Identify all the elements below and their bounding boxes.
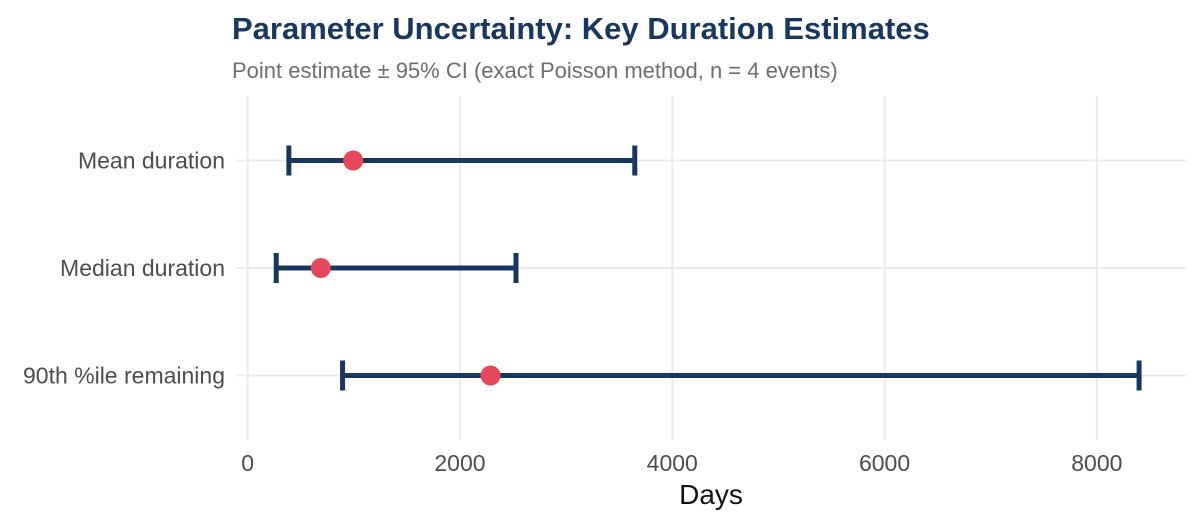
x-tick-label: 2000: [434, 450, 485, 476]
chart-title: Parameter Uncertainty: Key Duration Esti…: [232, 11, 930, 46]
x-tick-label: 4000: [647, 450, 698, 476]
y-category-label: Mean duration: [78, 148, 225, 174]
x-axis-title: Days: [679, 479, 743, 510]
point-estimate: [343, 150, 364, 171]
chart-subtitle: Point estimate ± 95% CI (exact Poisson m…: [232, 58, 838, 83]
y-category-label: 90th %ile remaining: [23, 363, 225, 389]
x-tick-label: 0: [241, 450, 254, 476]
x-tick-label: 6000: [859, 450, 910, 476]
point-estimate: [310, 258, 331, 278]
y-category-label: Median duration: [60, 255, 225, 281]
x-tick-label: 8000: [1071, 450, 1122, 476]
point-estimate: [480, 365, 501, 386]
